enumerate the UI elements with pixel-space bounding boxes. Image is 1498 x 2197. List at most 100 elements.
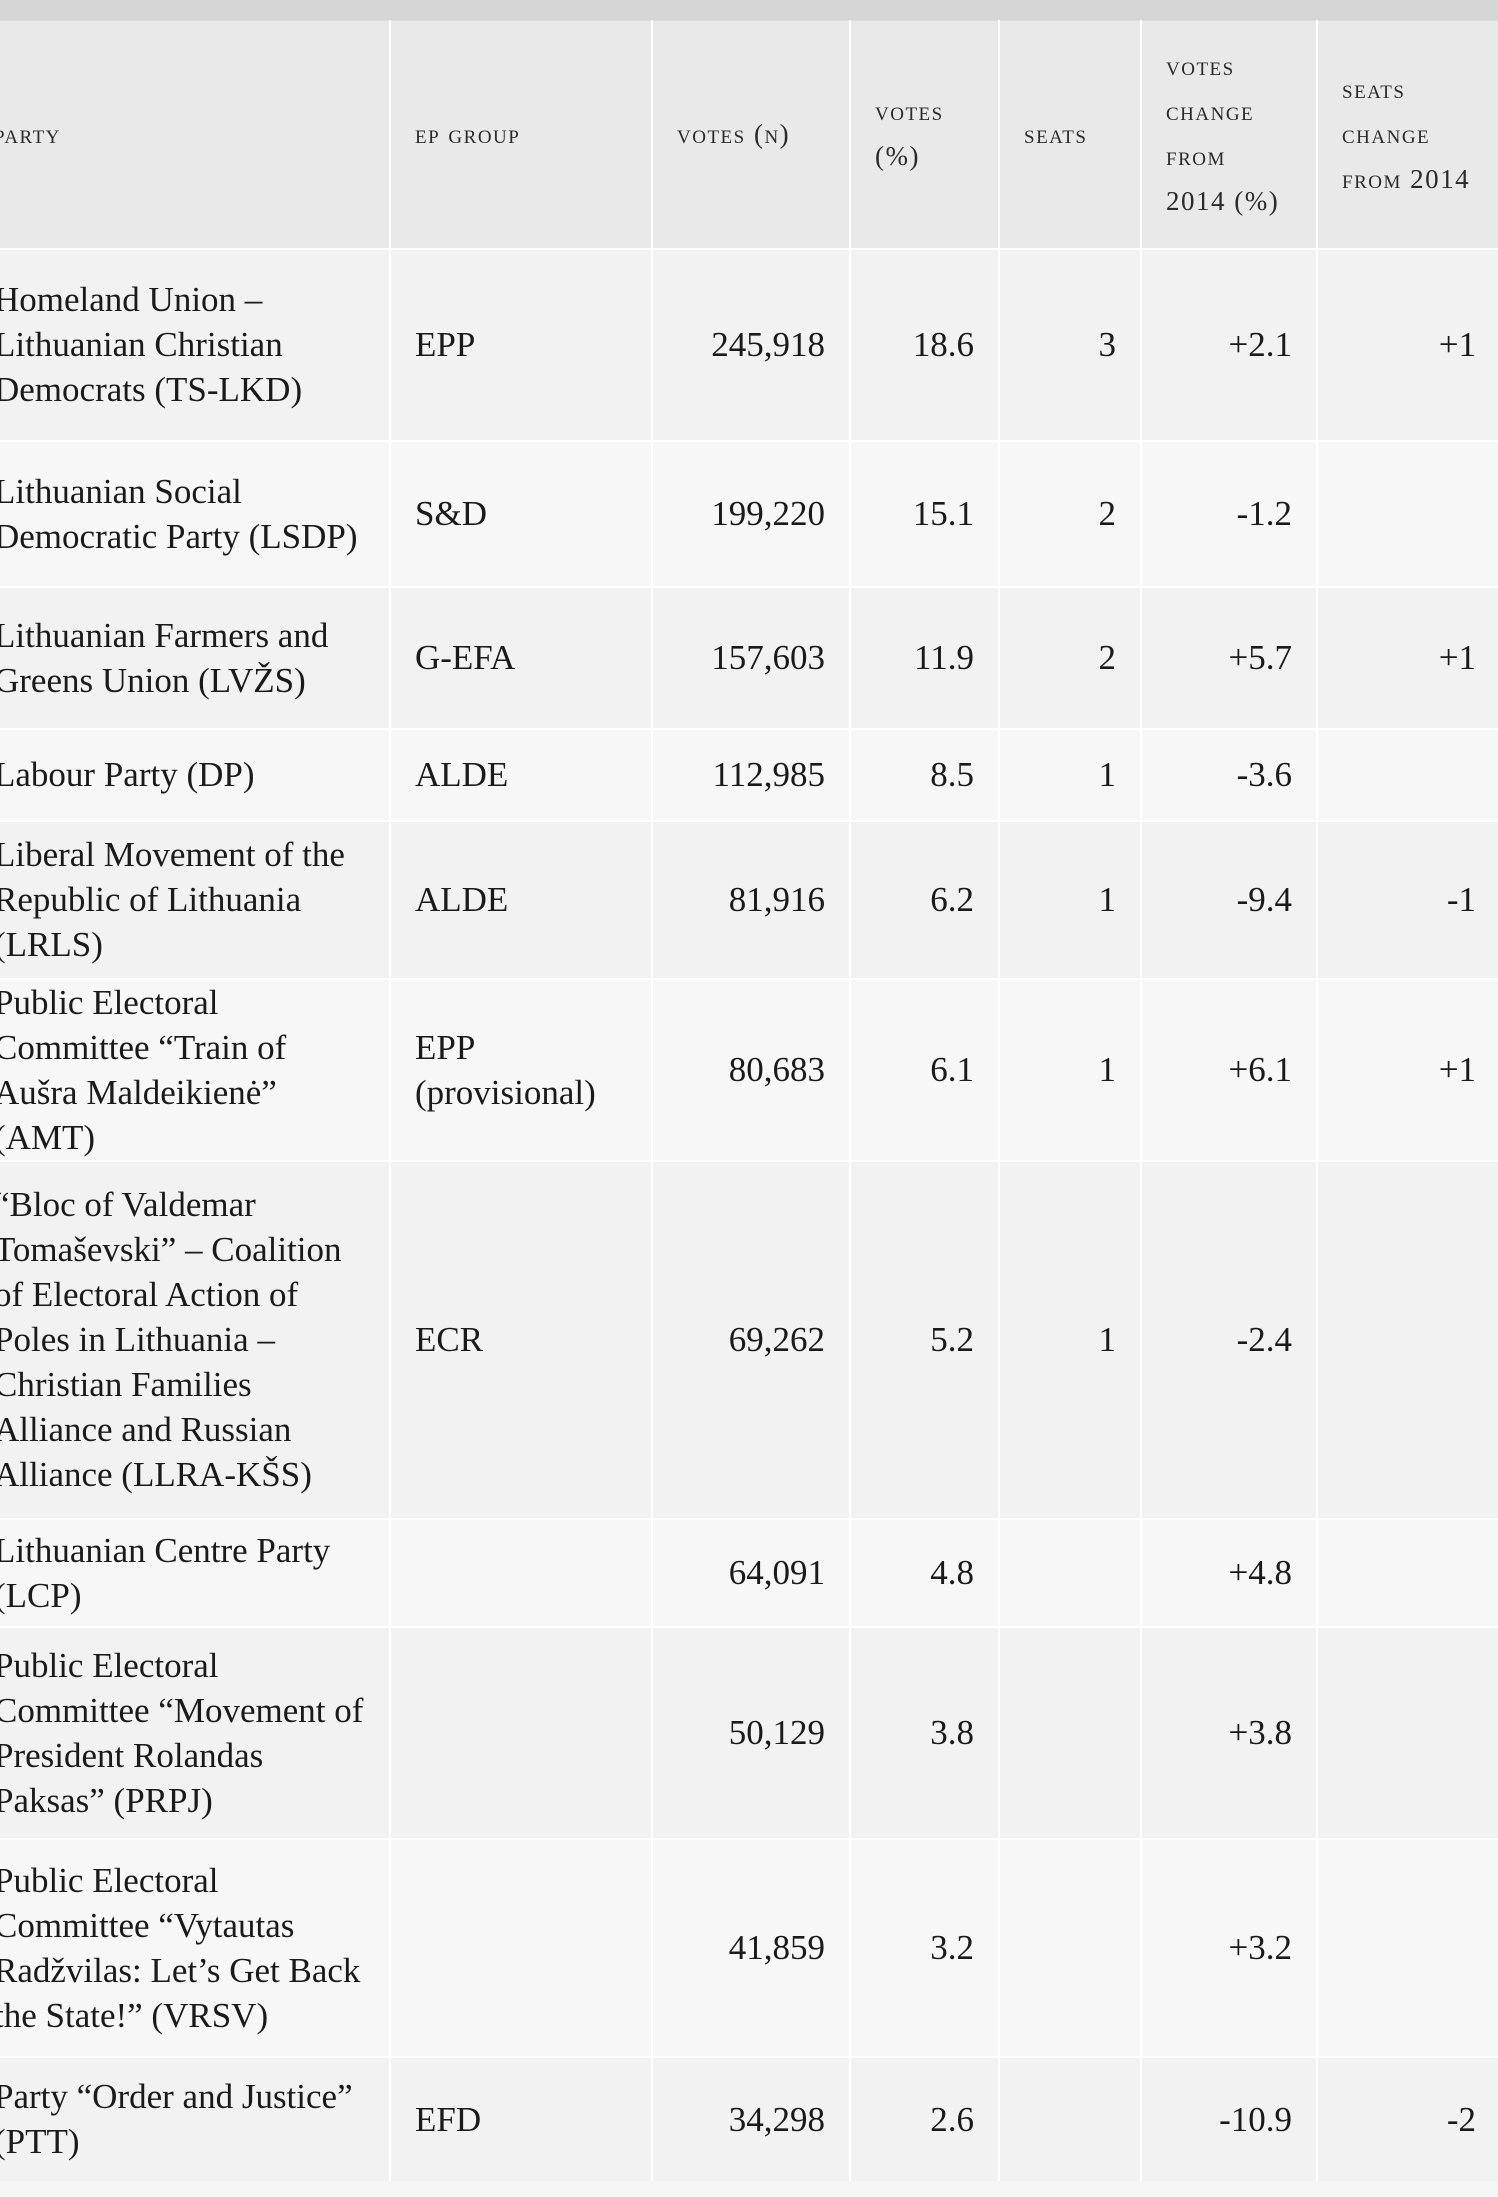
seats-cell: 2 <box>998 439 1141 587</box>
votes-n-cell: 80,683 <box>651 977 850 1161</box>
votes-n-cell: 245,918 <box>651 247 850 441</box>
seats-cell: 2 <box>998 585 1141 729</box>
votes-pct-cell: 15.1 <box>849 439 999 587</box>
seats-change-cell: +1 <box>1316 977 1498 1161</box>
table-row: Liberal Movement of the Republic of Lith… <box>0 819 1498 979</box>
seats-cell: 1 <box>998 727 1141 821</box>
seats-change-cell <box>1316 1837 1498 2057</box>
table-body: Homeland Union – Lithuanian Christian De… <box>0 247 1498 2181</box>
ep-group-cell: G-EFA <box>389 585 652 729</box>
seats-cell: 1 <box>998 1159 1141 1519</box>
votes-change-cell: +6.1 <box>1140 977 1317 1161</box>
seats-cell: 1 <box>998 819 1141 979</box>
party-cell: Party “Order and Justice” (PTT) <box>0 2055 390 2181</box>
votes-n-cell: 81,916 <box>651 819 850 979</box>
votes-pct-cell: 4.8 <box>849 1517 999 1627</box>
table-row: Public Electoral Committee “Movement of … <box>0 1625 1498 1839</box>
results-table-wrapper: Party EP Group Votes (N) Votes (%) Seats… <box>0 20 1498 2181</box>
votes-n-cell: 41,859 <box>651 1837 850 2057</box>
votes-change-cell: +2.1 <box>1140 247 1317 441</box>
seats-cell <box>998 1837 1141 2057</box>
votes-pct-cell: 18.6 <box>849 247 999 441</box>
votes-pct-cell: 3.2 <box>849 1837 999 2057</box>
votes-pct-cell: 5.2 <box>849 1159 999 1519</box>
header-seats: Seats <box>998 20 1141 249</box>
table-row: Party “Order and Justice” (PTT) EFD 34,298… <box>0 2055 1498 2181</box>
ep-group-cell <box>389 1517 652 1627</box>
votes-pct-cell: 6.2 <box>849 819 999 979</box>
table-row: Public Electoral Committee “Vytautas Rad… <box>0 1837 1498 2057</box>
table-row: Public Electoral Committee “Train of Auš… <box>0 977 1498 1161</box>
votes-change-cell: +4.8 <box>1140 1517 1317 1627</box>
ep-group-cell <box>389 1625 652 1839</box>
votes-pct-cell: 3.8 <box>849 1625 999 1839</box>
table-row: Lithuanian Social Democratic Party (LSDP… <box>0 439 1498 587</box>
header-seats-change: Seats change from 2014 <box>1316 20 1498 249</box>
seats-change-cell: +1 <box>1316 585 1498 729</box>
votes-n-cell: 112,985 <box>651 727 850 821</box>
table-header: Party EP Group Votes (N) Votes (%) Seats… <box>0 20 1498 249</box>
header-votes-change: Votes change from 2014 (%) <box>1140 20 1317 249</box>
header-votes-pct: Votes (%) <box>849 20 999 249</box>
party-cell: Lithuanian Social Democratic Party (LSDP… <box>0 439 390 587</box>
table-row: Homeland Union – Lithuanian Christian De… <box>0 247 1498 441</box>
party-cell: Lithuanian Centre Party (LCP) <box>0 1517 390 1627</box>
seats-cell: 3 <box>998 247 1141 441</box>
header-row: Party EP Group Votes (N) Votes (%) Seats… <box>0 20 1498 249</box>
ep-group-cell: EPP <box>389 247 652 441</box>
seats-change-cell <box>1316 727 1498 821</box>
seats-cell <box>998 1625 1141 1839</box>
ep-group-cell: ECR <box>389 1159 652 1519</box>
votes-change-cell: -9.4 <box>1140 819 1317 979</box>
votes-change-cell: +5.7 <box>1140 585 1317 729</box>
party-cell: Liberal Movement of the Republic of Lith… <box>0 819 390 979</box>
party-cell: Lithuanian Farmers and Greens Union (LVŽ… <box>0 585 390 729</box>
ep-group-cell: ALDE <box>389 727 652 821</box>
votes-n-cell: 50,129 <box>651 1625 850 1839</box>
votes-pct-cell: 2.6 <box>849 2055 999 2181</box>
table-row: “Bloc of Valdemar Tomaševski” – Coalitio… <box>0 1159 1498 1519</box>
votes-pct-cell: 11.9 <box>849 585 999 729</box>
votes-n-cell: 157,603 <box>651 585 850 729</box>
votes-change-cell: +3.8 <box>1140 1625 1317 1839</box>
seats-change-cell: +1 <box>1316 247 1498 441</box>
ep-group-cell: S&D <box>389 439 652 587</box>
header-party: Party <box>0 20 390 249</box>
header-votes-n: Votes (N) <box>651 20 850 249</box>
votes-change-cell: -10.9 <box>1140 2055 1317 2181</box>
table-row: Lithuanian Farmers and Greens Union (LVŽ… <box>0 585 1498 729</box>
seats-change-cell <box>1316 439 1498 587</box>
votes-change-cell: -1.2 <box>1140 439 1317 587</box>
votes-change-cell: -2.4 <box>1140 1159 1317 1519</box>
header-ep-group: EP Group <box>389 20 652 249</box>
ep-group-cell: ALDE <box>389 819 652 979</box>
votes-pct-cell: 8.5 <box>849 727 999 821</box>
table-row: Lithuanian Centre Party (LCP) 64,091 4.8 +4… <box>0 1517 1498 1627</box>
votes-n-cell: 199,220 <box>651 439 850 587</box>
seats-cell <box>998 2055 1141 2181</box>
votes-change-cell: +3.2 <box>1140 1837 1317 2057</box>
results-table: Party EP Group Votes (N) Votes (%) Seats… <box>0 20 1498 2181</box>
seats-change-cell: -2 <box>1316 2055 1498 2181</box>
party-cell: Labour Party (DP) <box>0 727 390 821</box>
votes-change-cell: -3.6 <box>1140 727 1317 821</box>
top-bar <box>0 0 1498 20</box>
votes-n-cell: 64,091 <box>651 1517 850 1627</box>
ep-group-cell <box>389 1837 652 2057</box>
ep-group-cell: EFD <box>389 2055 652 2181</box>
party-cell: Public Electoral Committee “Movement of … <box>0 1625 390 1839</box>
votes-pct-cell: 6.1 <box>849 977 999 1161</box>
seats-cell <box>998 1517 1141 1627</box>
party-cell: “Bloc of Valdemar Tomaševski” – Coalitio… <box>0 1159 390 1519</box>
party-cell: Public Electoral Committee “Vytautas Rad… <box>0 1837 390 2057</box>
votes-n-cell: 34,298 <box>651 2055 850 2181</box>
party-cell: Homeland Union – Lithuanian Christian De… <box>0 247 390 441</box>
seats-change-cell: -1 <box>1316 819 1498 979</box>
party-cell: Public Electoral Committee “Train of Auš… <box>0 977 390 1161</box>
votes-n-cell: 69,262 <box>651 1159 850 1519</box>
seats-change-cell <box>1316 1517 1498 1627</box>
seats-cell: 1 <box>998 977 1141 1161</box>
seats-change-cell <box>1316 1625 1498 1839</box>
table-row: Labour Party (DP) ALDE 112,985 8.5 1 -3.6 <box>0 727 1498 821</box>
seats-change-cell <box>1316 1159 1498 1519</box>
